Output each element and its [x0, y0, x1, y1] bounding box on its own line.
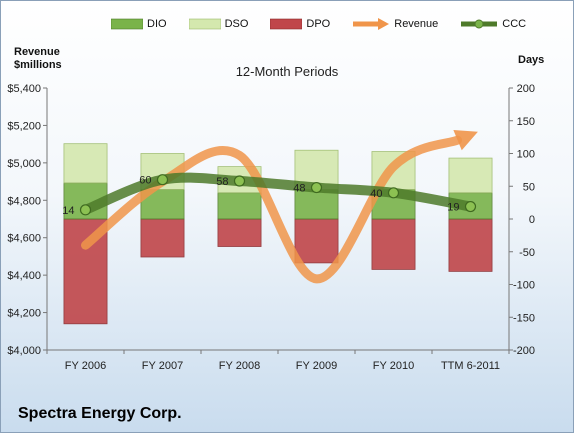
left-tick-label: $4,600 [7, 233, 41, 245]
x-tick-label: FY 2010 [373, 360, 414, 372]
company-name: Spectra Energy Corp. [18, 405, 182, 422]
ccc-data-label: 58 [216, 176, 228, 188]
bar-dpo [371, 218, 416, 270]
bar-dpo [294, 218, 339, 264]
right-tick-label: 100 [517, 149, 535, 161]
x-tick-label: FY 2007 [142, 360, 183, 372]
x-tick-label: TTM 6-2011 [441, 360, 500, 372]
right-tick-label: -100 [513, 280, 535, 292]
ccc-point [387, 187, 400, 199]
ccc-data-label: 40 [370, 188, 382, 200]
right-tick-label: 0 [529, 214, 535, 226]
right-axis-title: Days [518, 54, 545, 66]
legend-item-dio: DIO [111, 14, 167, 34]
bar-dio [294, 189, 339, 220]
legend-label-dio: DIO [147, 18, 167, 30]
right-tick-label: -200 [513, 345, 535, 357]
left-tick-label: $5,400 [7, 83, 41, 95]
ccc-line [80, 172, 476, 215]
left-tick-label: $5,200 [7, 120, 41, 132]
right-tick-label: 50 [523, 181, 535, 193]
x-tick-label: FY 2009 [296, 360, 337, 372]
ccc-point [233, 175, 246, 187]
x-tick-label: FY 2008 [219, 360, 260, 372]
bar-dso [63, 143, 108, 184]
legend-item-revenue: Revenue [352, 14, 438, 34]
legend-label-ccc: CCC [502, 18, 527, 30]
bar-dso [448, 157, 493, 194]
ccc-point [310, 181, 323, 194]
revenue-arrowhead [453, 129, 478, 151]
legend-item-ccc: CCC [460, 14, 526, 34]
right-tick-label: -150 [513, 312, 535, 324]
legend-item-dpo: DPO [270, 14, 330, 34]
chart-title: 12-Month Periods [235, 64, 339, 79]
ccc-data-label: 14 [62, 205, 74, 217]
ccc-data-label: 19 [447, 202, 459, 214]
left-tick-label: $4,000 [7, 345, 41, 357]
x-tick-label: FY 2006 [65, 360, 106, 372]
ccc-point [464, 200, 477, 213]
ccc-point [79, 204, 92, 216]
legend-label-revenue: Revenue [394, 18, 439, 30]
legend-item-dso: DSO [188, 14, 249, 34]
legend-label-dso: DSO [224, 18, 249, 30]
right-tick-label: -50 [519, 247, 535, 259]
ccc-point [156, 174, 169, 186]
bar-dpo [448, 218, 493, 272]
bar-dio [217, 192, 262, 220]
ccc-data-label: 60 [139, 175, 151, 187]
left-tick-label: $4,400 [7, 270, 41, 282]
left-axis-title-line1: Revenue [14, 46, 60, 58]
legend: DIO DSO DPO Revenue CCC [111, 14, 548, 34]
ccc-data-label: 48 [293, 183, 305, 195]
right-tick-label: 200 [517, 83, 535, 95]
bar-dpo [217, 218, 262, 247]
right-tick-label: 150 [517, 116, 535, 128]
left-tick-label: $4,800 [7, 195, 41, 207]
left-axis-title: Revenue $millions [14, 46, 62, 72]
bar-dpo [140, 218, 185, 258]
left-tick-label: $4,200 [7, 308, 41, 320]
left-axis-title-line2: $millions [14, 59, 62, 71]
left-tick-label: $5,000 [7, 158, 41, 170]
legend-label-dpo: DPO [306, 18, 331, 30]
